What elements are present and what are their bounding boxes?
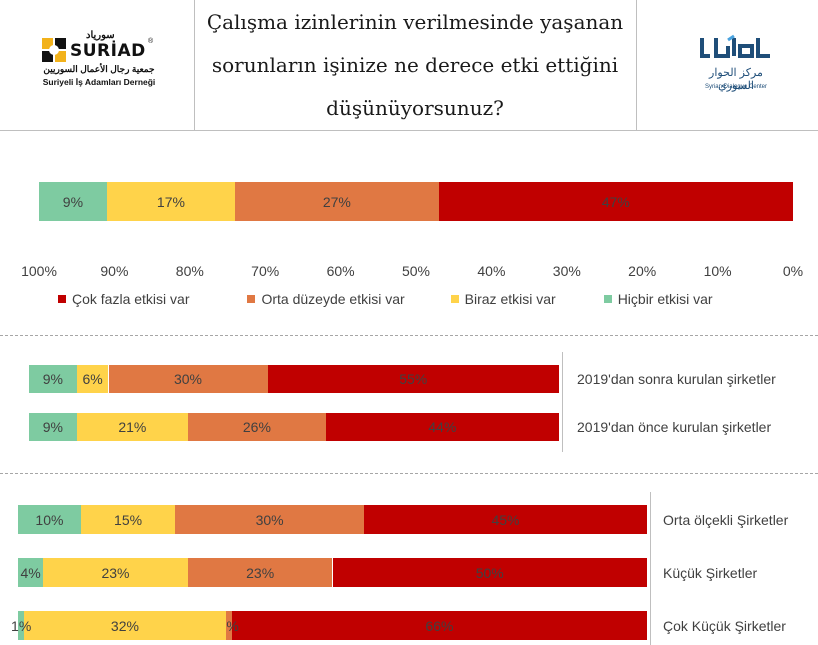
- data-label: 6%: [82, 371, 103, 387]
- bar-segment: [175, 505, 364, 534]
- data-label: 27%: [322, 193, 351, 210]
- legend-swatch: [247, 295, 256, 303]
- x-tick-label: 90%: [100, 263, 129, 279]
- legend-label: Çok fazla etkisi var: [72, 291, 190, 307]
- bar-segment: [332, 558, 647, 587]
- bar-segment: [225, 611, 232, 640]
- suriad-turkish-name: Suriyeli İş Adamları Derneği: [42, 77, 156, 87]
- legend-item-hicbir: Hiçbir etkisi var: [603, 291, 713, 307]
- data-label: 47%: [601, 193, 630, 210]
- bar-segment: [106, 182, 236, 221]
- suriad-brand: SURİAD: [70, 41, 146, 61]
- x-tick-label: 50%: [401, 263, 431, 279]
- section-divider: [0, 335, 818, 336]
- bar-segment: [108, 365, 268, 393]
- bar-segment: [267, 365, 559, 393]
- syrian-dialogue-center-logo: مركز الحوار السوري Syrian Dialogue Cente…: [694, 34, 784, 98]
- data-label: 30%: [255, 511, 284, 528]
- bar-segment: [29, 365, 77, 393]
- legend-swatch: [58, 295, 66, 303]
- legend-item-cok-fazla: Çok fazla etkisi var: [58, 291, 189, 307]
- x-tick-label: 40%: [477, 263, 506, 279]
- category-label: 2019'dan önce kurulan şirketler: [577, 419, 772, 435]
- legend-swatch: [450, 295, 459, 303]
- category-label: Orta ölçekli Şirketler: [663, 511, 789, 528]
- category-label: Küçük Şirketler: [663, 564, 758, 581]
- bar-segment: [18, 611, 25, 640]
- data-label: 23%: [246, 564, 275, 581]
- category-divider: [650, 492, 651, 645]
- bar-segment: [438, 182, 793, 221]
- data-label: 44%: [428, 419, 457, 435]
- registered-mark: ®: [148, 38, 154, 45]
- chart-legend: Çok fazla etkisi var Orta düzeyde etkisi…: [58, 291, 713, 307]
- data-label: 23%: [101, 564, 130, 581]
- legend-label: Biraz etkisi var: [464, 291, 556, 307]
- data-label: 4%: [20, 564, 41, 581]
- bar-segment: [39, 182, 107, 221]
- data-label: 32%: [110, 617, 139, 634]
- x-tick-label: 70%: [251, 263, 280, 279]
- suriad-logo: سورياد ® SURİAD جمعية رجال الأعمال السور…: [38, 28, 158, 98]
- x-tick-label: 0%: [782, 263, 804, 279]
- legend-swatch: [603, 295, 612, 303]
- data-label: 1%: [11, 617, 32, 634]
- suriad-logo-mark-icon: [42, 38, 66, 62]
- data-label: 15%: [114, 511, 143, 528]
- data-label: 30%: [173, 371, 203, 387]
- data-label: 9%: [42, 371, 63, 387]
- section-divider: [0, 473, 818, 474]
- page-title: Çalışma izinlerinin verilmesinde yaşanan…: [206, 9, 624, 120]
- data-label: 66%: [425, 617, 454, 634]
- category-label: 2019'dan sonra kurulan şirketler: [577, 371, 776, 387]
- x-tick-label: 30%: [552, 263, 581, 279]
- data-label: 26%: [242, 419, 271, 435]
- bar-segment: [24, 611, 226, 640]
- sdc-english-name: Syrian Dialogue Center: [704, 84, 768, 90]
- legend-item-orta: Orta düzeyde etkisi var: [247, 291, 405, 307]
- header-divider-left: [194, 0, 195, 130]
- x-tick-label: 80%: [175, 263, 204, 279]
- category-label: Çok Küçük Şirketler: [663, 617, 786, 634]
- bar-segment: [231, 611, 647, 640]
- x-tick-label: 100%: [21, 263, 57, 279]
- data-label: 50%: [475, 564, 504, 581]
- legend-label: Hiçbir etkisi var: [617, 291, 713, 307]
- x-tick-label: 20%: [628, 263, 657, 279]
- bar-segment: [187, 558, 333, 587]
- bar-segment: [363, 505, 647, 534]
- x-tick-label: 10%: [703, 263, 732, 279]
- bar-segment: [29, 413, 77, 441]
- suriad-arabic-name: جمعية رجال الأعمال السوريين: [43, 64, 155, 74]
- bar-segment: [188, 413, 326, 441]
- bar-segment: [18, 558, 44, 587]
- data-label: 9%: [62, 193, 84, 210]
- category-divider: [562, 352, 563, 452]
- bar-segment: [76, 365, 109, 393]
- data-label: 55%: [399, 371, 428, 387]
- data-label: 17%: [156, 193, 185, 210]
- data-label: 45%: [491, 511, 520, 528]
- legend-label: Orta düzeyde etkisi var: [261, 291, 405, 307]
- data-label: 9%: [42, 419, 63, 435]
- dialogue-logo-mark-icon: [700, 34, 770, 58]
- data-label: 21%: [118, 419, 147, 435]
- sdc-arabic-name: مركز الحوار السوري: [709, 67, 763, 92]
- bar-segment: [43, 558, 188, 587]
- bar-segment: [18, 505, 81, 534]
- header-bottom-border: [0, 130, 818, 131]
- bar-segment: [76, 413, 188, 441]
- legend-item-biraz: Biraz etkisi var: [450, 291, 556, 307]
- x-tick-label: 60%: [326, 263, 355, 279]
- suriad-arabic-top: سورياد: [86, 30, 115, 41]
- bar-segment: [80, 505, 176, 534]
- header-divider-right: [636, 0, 637, 130]
- data-label: 10%: [35, 511, 64, 528]
- bar-segment: [235, 182, 439, 221]
- bar-segment: [325, 413, 559, 441]
